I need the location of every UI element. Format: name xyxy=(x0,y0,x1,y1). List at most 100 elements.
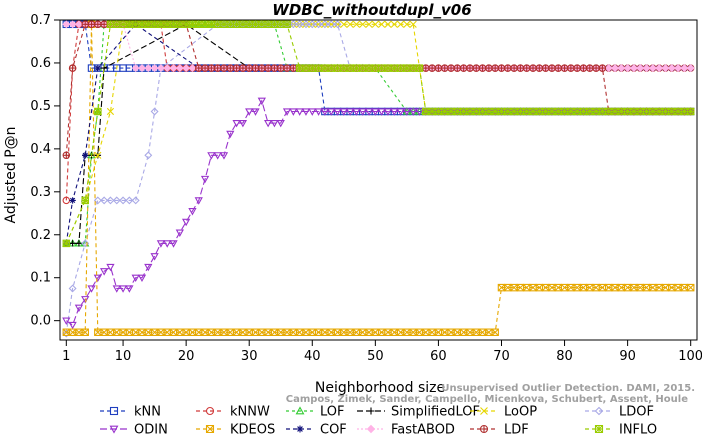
legend-label: KDEOS xyxy=(230,423,275,434)
data-point xyxy=(175,64,184,73)
data-point xyxy=(93,274,102,283)
data-point xyxy=(504,107,512,116)
x-tick-label: 90 xyxy=(619,349,636,364)
series-line xyxy=(65,23,691,156)
data-point xyxy=(194,197,203,205)
data-point xyxy=(504,64,512,72)
data-point xyxy=(320,108,330,116)
series-loop xyxy=(62,20,695,247)
data-point xyxy=(485,107,493,116)
data-point xyxy=(157,64,165,73)
data-point xyxy=(74,304,84,313)
data-point xyxy=(359,20,367,28)
data-point xyxy=(422,64,430,72)
x-tick-label: 100 xyxy=(678,349,702,364)
y-axis: 0.0 0.1 0.2 0.3 0.4 0.5 0.6 0.7 xyxy=(30,13,60,329)
data-point xyxy=(567,64,575,72)
data-point xyxy=(232,20,241,29)
data-point xyxy=(327,20,335,28)
data-point xyxy=(220,64,228,72)
data-point xyxy=(390,64,399,72)
data-point xyxy=(62,20,71,29)
legend-marker xyxy=(594,406,604,416)
data-point xyxy=(314,64,323,72)
data-point xyxy=(94,20,102,28)
data-point xyxy=(422,107,430,116)
data-point xyxy=(472,64,481,72)
data-point xyxy=(409,64,417,72)
data-point xyxy=(258,64,266,72)
data-point xyxy=(352,64,361,72)
data-point xyxy=(592,107,600,116)
data-point xyxy=(466,107,474,116)
x-tick-label: 40 xyxy=(304,349,321,364)
data-point xyxy=(106,263,115,272)
data-point xyxy=(365,64,373,72)
data-point xyxy=(440,107,449,116)
y-tick-label: 0.4 xyxy=(30,142,51,157)
data-point xyxy=(409,108,418,116)
data-point xyxy=(383,108,393,116)
x-tick-label: 70 xyxy=(493,349,510,364)
series-line xyxy=(66,23,691,244)
data-point xyxy=(276,119,285,128)
data-point xyxy=(144,263,153,272)
x-tick-label: 20 xyxy=(178,349,195,364)
data-point xyxy=(396,108,405,116)
data-point xyxy=(674,64,682,73)
data-point xyxy=(333,64,342,72)
y-tick-label: 0.5 xyxy=(30,99,51,114)
data-point xyxy=(75,240,83,247)
legend-item: kNN xyxy=(100,405,161,420)
data-point xyxy=(522,107,531,116)
data-point xyxy=(516,107,525,116)
data-point xyxy=(642,107,651,116)
data-point xyxy=(106,196,115,205)
data-point xyxy=(403,64,411,72)
data-point xyxy=(485,64,493,72)
data-point xyxy=(226,64,235,72)
data-point xyxy=(62,151,71,159)
data-point xyxy=(308,64,317,72)
data-point xyxy=(604,107,613,116)
data-point xyxy=(497,64,506,72)
legend-label: LDOF xyxy=(619,405,654,420)
legend-item: LDOF xyxy=(585,405,654,420)
data-point xyxy=(554,64,562,72)
data-point xyxy=(150,253,159,261)
data-point xyxy=(491,64,499,72)
data-point xyxy=(138,64,146,73)
data-point xyxy=(119,196,128,205)
data-point xyxy=(686,107,695,116)
legend-marker xyxy=(367,407,375,415)
data-point xyxy=(289,108,298,116)
data-point xyxy=(62,317,71,326)
y-tick-label: 0.3 xyxy=(30,185,51,200)
data-point xyxy=(163,20,171,29)
data-point xyxy=(270,20,279,29)
data-point xyxy=(630,64,638,73)
data-point xyxy=(384,20,392,28)
data-point xyxy=(301,108,311,116)
series-line xyxy=(66,23,691,244)
data-point xyxy=(295,64,304,72)
data-point xyxy=(668,283,676,292)
data-point xyxy=(201,20,209,29)
data-point xyxy=(283,64,291,72)
data-point xyxy=(94,64,102,72)
data-point xyxy=(415,108,424,116)
data-point xyxy=(661,107,670,116)
data-point xyxy=(649,107,657,116)
data-point xyxy=(100,20,108,28)
data-point xyxy=(453,107,462,116)
data-point xyxy=(283,20,291,29)
data-point xyxy=(94,151,102,159)
data-point xyxy=(238,119,248,128)
data-point xyxy=(150,107,159,116)
data-point xyxy=(491,328,499,337)
data-point xyxy=(617,107,626,116)
data-point xyxy=(339,108,348,116)
data-point xyxy=(636,64,645,73)
legend-label: ODIN xyxy=(134,423,168,434)
data-point xyxy=(548,107,556,116)
